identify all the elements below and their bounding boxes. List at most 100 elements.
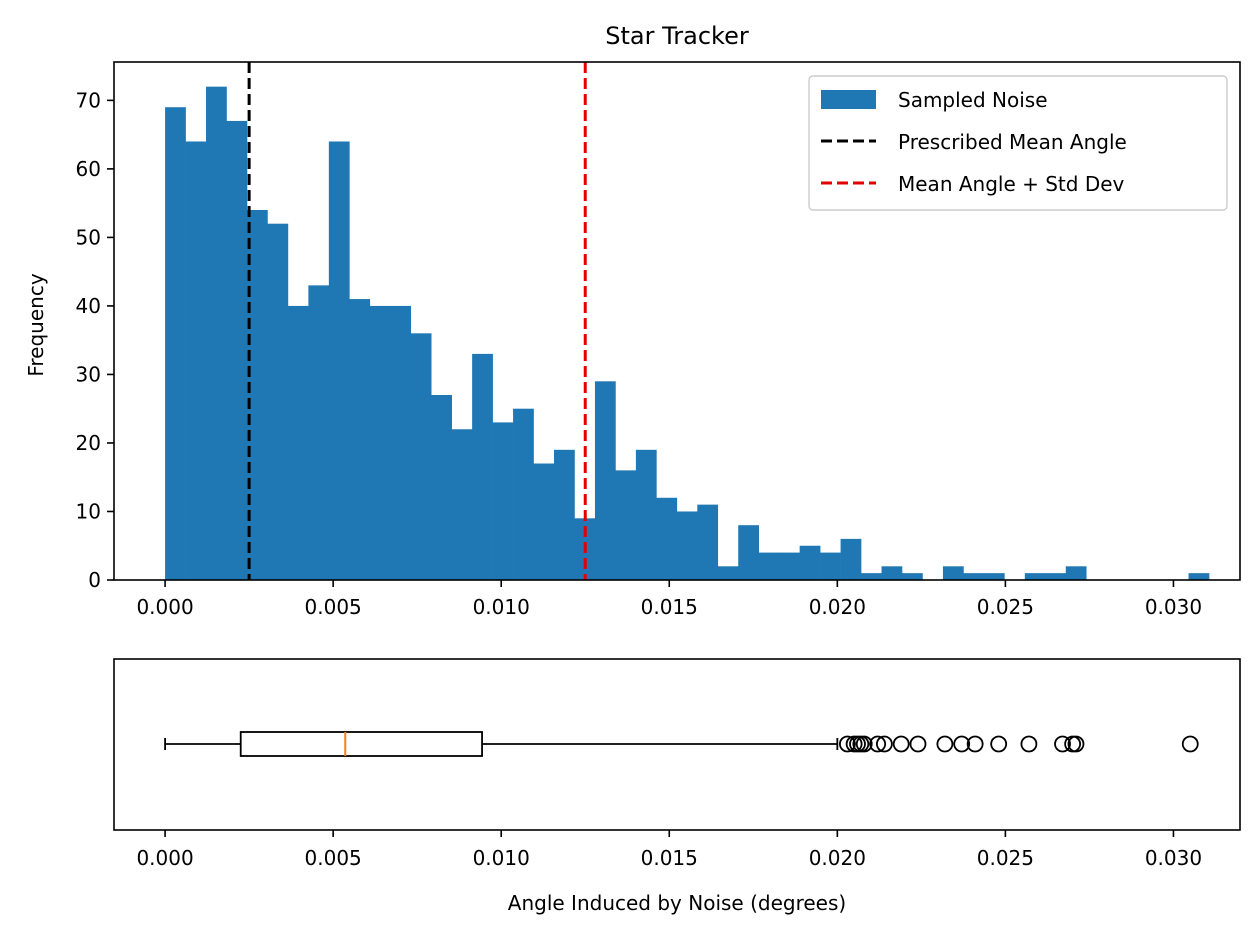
histogram-bar bbox=[983, 573, 1005, 580]
outlier-point bbox=[855, 735, 873, 753]
y-tick-label: 40 bbox=[76, 294, 101, 318]
histogram-bar bbox=[472, 353, 493, 580]
outlier-point bbox=[1181, 735, 1199, 753]
legend-frame bbox=[808, 75, 1228, 211]
y-tick-label: 30 bbox=[76, 362, 101, 386]
outlier-point bbox=[1064, 735, 1082, 753]
x-tick-label: 0.030 bbox=[1145, 846, 1202, 870]
outlier-point bbox=[875, 735, 893, 753]
y-tick-label: 0 bbox=[88, 568, 101, 592]
y-tick-label: 10 bbox=[76, 499, 101, 523]
histogram-bar bbox=[881, 566, 903, 580]
outlier-point bbox=[1020, 735, 1038, 753]
histogram-bar bbox=[287, 305, 309, 580]
x-tick-label: 0.030 bbox=[1145, 595, 1202, 619]
y-tick-label: 60 bbox=[76, 157, 101, 181]
histogram-bar bbox=[226, 120, 248, 581]
x-tick-label: 0.025 bbox=[977, 595, 1034, 619]
y-tick-label: 20 bbox=[76, 431, 101, 455]
y-axis-label: Frequency bbox=[24, 273, 48, 376]
legend: Sampled Noise Prescribed Mean Angle Mean… bbox=[808, 75, 1228, 211]
histogram-bar bbox=[840, 538, 862, 580]
histogram-bar bbox=[717, 566, 739, 580]
histogram-bar bbox=[328, 141, 350, 581]
box-iqr bbox=[239, 731, 483, 757]
histogram-bar bbox=[206, 86, 227, 581]
outlier-point bbox=[953, 735, 971, 753]
outlier-point bbox=[869, 735, 887, 753]
histogram-bars bbox=[165, 86, 1210, 581]
outlier-point bbox=[839, 735, 856, 753]
histogram-bar bbox=[267, 223, 289, 580]
histogram-axes-frame bbox=[113, 61, 1241, 581]
histogram-bar bbox=[533, 463, 555, 580]
histogram-bar bbox=[902, 573, 923, 580]
histogram-x-ticks: 0.000 0.005 0.010 0.015 0.020 0.025 0.030 bbox=[136, 580, 1202, 619]
outlier-point bbox=[892, 735, 910, 753]
histogram-bar bbox=[390, 305, 412, 580]
boxplot-x-ticks: 0.000 0.005 0.010 0.015 0.020 0.025 0.030 bbox=[136, 830, 1202, 870]
outlier-point bbox=[966, 735, 984, 753]
histogram-bar bbox=[1188, 573, 1210, 580]
x-tick-label: 0.015 bbox=[641, 595, 698, 619]
x-tick-label: 0.005 bbox=[305, 846, 362, 870]
histogram-bar bbox=[942, 566, 964, 580]
histogram-bar bbox=[697, 504, 719, 580]
histogram-bar bbox=[369, 305, 391, 580]
outlier-point bbox=[1054, 735, 1071, 753]
legend-label-sampled-noise: Sampled Noise bbox=[898, 88, 1048, 112]
histogram-bar bbox=[799, 545, 821, 580]
x-tick-label: 0.020 bbox=[809, 595, 866, 619]
histogram-bar bbox=[963, 573, 985, 580]
boxplot-panel: 0.000 0.005 0.010 0.015 0.020 0.025 0.030 Angl… bbox=[113, 658, 1241, 915]
outlier-point bbox=[936, 735, 954, 753]
x-tick-label: 0.000 bbox=[136, 846, 193, 870]
outlier-point bbox=[909, 735, 927, 753]
boxplot-axes-frame bbox=[113, 658, 1241, 831]
histogram-bar bbox=[451, 429, 473, 580]
histogram-bar bbox=[410, 333, 432, 580]
histogram-bar bbox=[676, 511, 698, 580]
histogram-bar bbox=[758, 552, 780, 580]
histogram-bar bbox=[738, 525, 760, 580]
histogram-bar bbox=[308, 285, 330, 580]
histogram-panel: Star Tracker 0.000 0.005 0.010 0.015 0.020 0.… bbox=[24, 22, 1241, 619]
x-tick-label: 0.010 bbox=[473, 846, 530, 870]
legend-label-prescribed-mean: Prescribed Mean Angle bbox=[898, 130, 1127, 154]
x-tick-label: 0.020 bbox=[809, 846, 866, 870]
chart-title: Star Tracker bbox=[605, 22, 749, 50]
x-tick-label: 0.015 bbox=[641, 846, 698, 870]
histogram-bar bbox=[820, 552, 841, 580]
histogram-bar bbox=[861, 573, 882, 580]
histogram-bar bbox=[349, 299, 371, 580]
histogram-bar bbox=[431, 395, 452, 580]
histogram-bar bbox=[246, 210, 268, 580]
outlier-point bbox=[1067, 735, 1085, 753]
histogram-bar bbox=[635, 449, 657, 580]
histogram-bar bbox=[513, 408, 534, 580]
boxplot bbox=[164, 731, 1199, 757]
histogram-y-ticks: 0 10 20 30 40 50 60 70 bbox=[76, 88, 114, 592]
histogram-bar bbox=[656, 497, 678, 580]
x-tick-label: 0.005 bbox=[305, 595, 362, 619]
x-tick-label: 0.000 bbox=[136, 595, 193, 619]
y-tick-label: 70 bbox=[76, 88, 101, 112]
x-tick-label: 0.025 bbox=[977, 846, 1034, 870]
histogram-bar bbox=[594, 381, 616, 580]
histogram-bar bbox=[1024, 573, 1046, 580]
histogram-bar bbox=[615, 470, 637, 580]
x-axis-label: Angle Induced by Noise (degrees) bbox=[508, 891, 846, 915]
histogram-bar bbox=[185, 141, 207, 581]
histogram-bar bbox=[165, 107, 186, 580]
outlier-point bbox=[990, 735, 1008, 753]
legend-swatch-sampled-noise bbox=[821, 90, 876, 109]
reference-lines bbox=[247, 62, 587, 580]
histogram-bar bbox=[554, 449, 575, 580]
histogram-bar bbox=[492, 422, 514, 580]
legend-label-mean-plus-std: Mean Angle + Std Dev bbox=[898, 172, 1125, 196]
histogram-bar bbox=[779, 552, 800, 580]
histogram-bar bbox=[1045, 573, 1067, 580]
x-tick-label: 0.010 bbox=[473, 595, 530, 619]
y-tick-label: 50 bbox=[76, 225, 101, 249]
